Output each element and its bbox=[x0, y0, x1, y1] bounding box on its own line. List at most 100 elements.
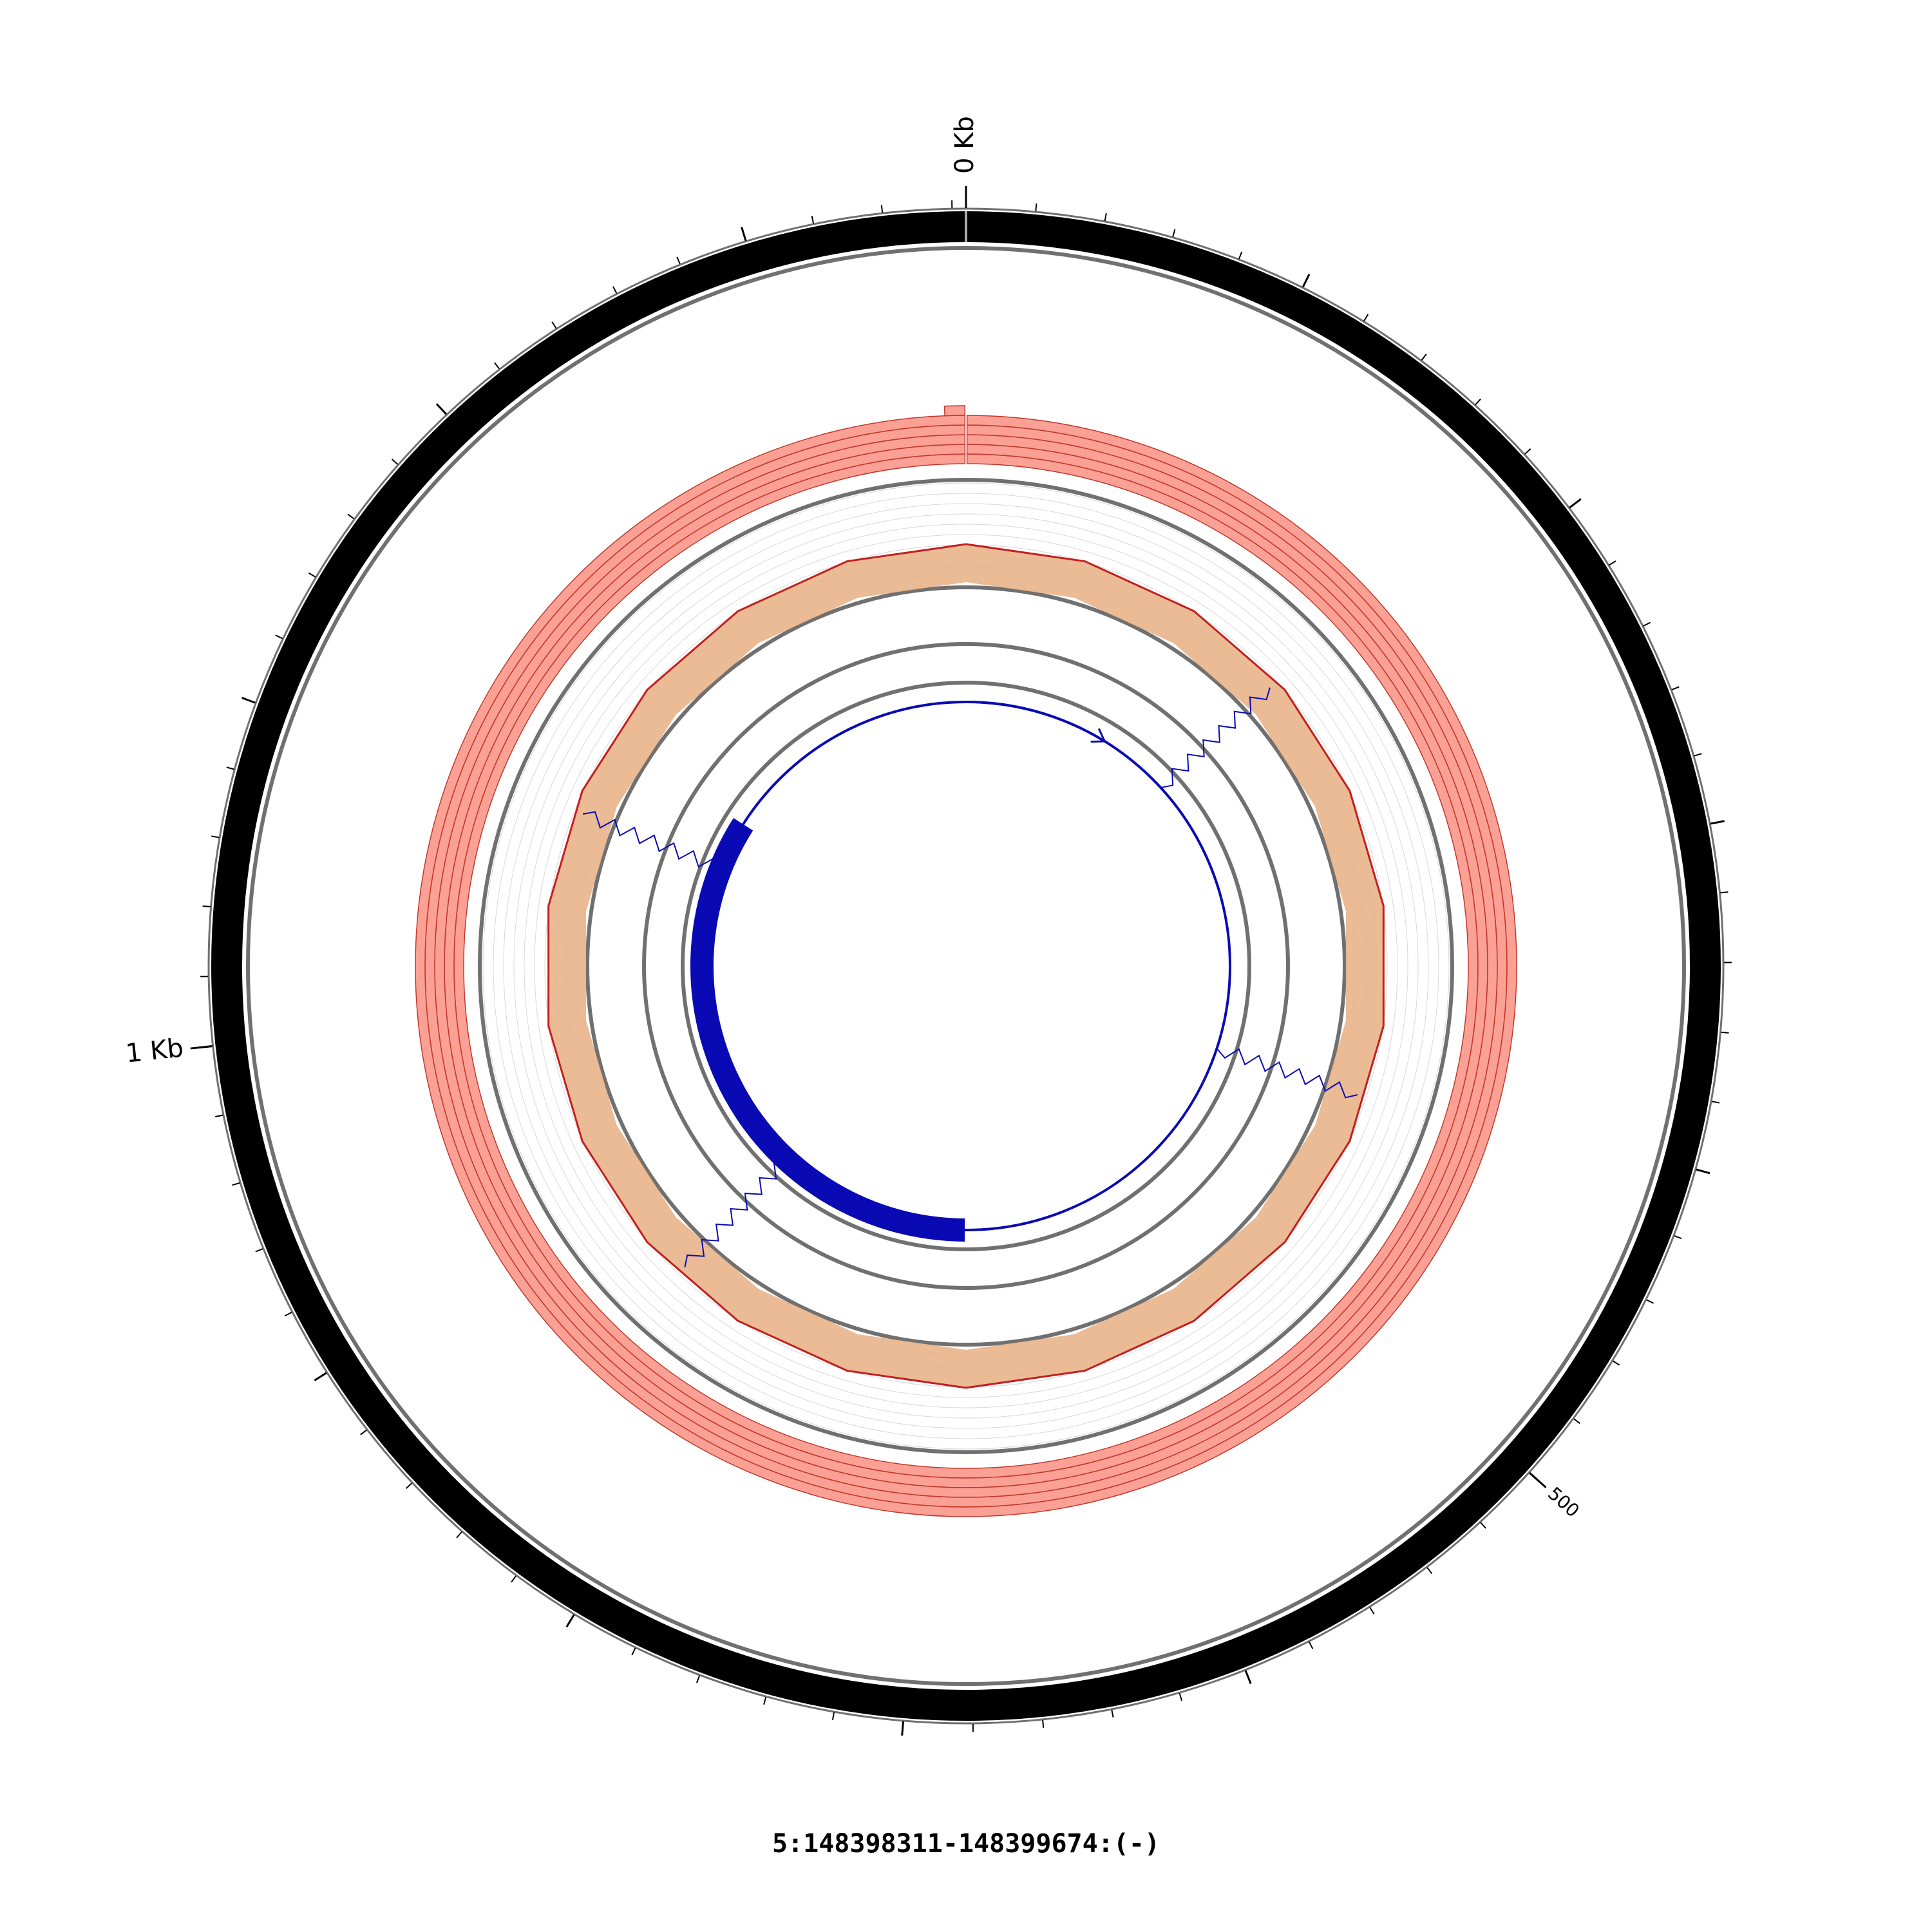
ideogram-inner-gap bbox=[243, 243, 1689, 1689]
minor-tick bbox=[612, 286, 618, 294]
minor-tick bbox=[763, 1696, 767, 1705]
label-tick bbox=[190, 1045, 213, 1050]
major-tick bbox=[1244, 1670, 1252, 1685]
grid-circle bbox=[513, 513, 1419, 1419]
ideogram-ticks bbox=[190, 186, 1732, 1736]
grid-circle bbox=[503, 503, 1429, 1429]
junction-marks bbox=[582, 687, 1358, 1268]
minor-tick bbox=[1421, 354, 1427, 361]
minor-tick bbox=[1426, 1567, 1433, 1575]
minor-tick bbox=[1524, 448, 1531, 455]
minor-tick bbox=[1711, 1101, 1720, 1104]
minor-tick bbox=[1694, 753, 1702, 757]
minor-tick bbox=[1309, 1641, 1314, 1649]
minor-tick bbox=[494, 362, 500, 370]
coverage-inner-ring bbox=[585, 585, 1347, 1347]
minor-tick bbox=[406, 1482, 413, 1489]
major-tick bbox=[741, 227, 747, 242]
read-stack-band bbox=[453, 453, 1479, 1479]
track-grid bbox=[478, 478, 1454, 1454]
minor-tick bbox=[1179, 1693, 1182, 1701]
read-stack-band bbox=[415, 415, 1517, 1517]
minor-tick bbox=[1363, 314, 1369, 321]
major-tick bbox=[1302, 274, 1311, 288]
minor-tick bbox=[1475, 398, 1481, 406]
minor-tick bbox=[1609, 560, 1616, 566]
minor-tick bbox=[1671, 686, 1680, 690]
minor-tick bbox=[676, 256, 681, 265]
ideogram-ring bbox=[207, 207, 1725, 1725]
minor-tick bbox=[211, 835, 220, 838]
minor-tick bbox=[456, 1531, 462, 1539]
minor-tick bbox=[1646, 1299, 1654, 1304]
strand-arrow bbox=[1090, 728, 1106, 743]
gene-exon-block bbox=[690, 818, 965, 1242]
gene-model-track bbox=[642, 642, 1290, 1290]
coverage-track bbox=[547, 543, 1385, 1389]
tick-label-500: 500 bbox=[1544, 1482, 1584, 1521]
minor-tick bbox=[631, 1647, 636, 1656]
major-tick bbox=[1710, 820, 1725, 825]
grid-circle bbox=[482, 482, 1450, 1450]
minor-tick bbox=[1238, 251, 1243, 260]
inner-ring-2 bbox=[681, 681, 1251, 1251]
minor-tick bbox=[255, 1248, 263, 1253]
junction-zigzag bbox=[1160, 687, 1271, 789]
label-0kb: 0 Kb bbox=[950, 116, 980, 174]
minor-tick bbox=[1369, 1607, 1375, 1615]
grid-circle bbox=[493, 493, 1439, 1439]
major-tick bbox=[1569, 498, 1582, 509]
minor-tick bbox=[811, 216, 815, 224]
major-tick bbox=[901, 1721, 905, 1736]
read-stack-step bbox=[943, 405, 966, 417]
grid-circle bbox=[524, 524, 1408, 1408]
minor-tick bbox=[1111, 1709, 1114, 1718]
minor-tick bbox=[1104, 213, 1107, 222]
major-tick bbox=[242, 697, 256, 704]
minor-tick bbox=[275, 634, 283, 639]
minor-tick bbox=[391, 459, 399, 465]
coverage-outline bbox=[547, 543, 1385, 1389]
minor-tick bbox=[551, 321, 557, 329]
minor-tick bbox=[1172, 229, 1176, 237]
minor-tick bbox=[831, 1712, 835, 1721]
region-label: 5:148398311-148399674:(-) bbox=[772, 1829, 1160, 1859]
read-stack-band bbox=[434, 434, 1498, 1498]
junction-zigzag bbox=[582, 811, 721, 869]
major-tick bbox=[314, 1372, 327, 1381]
major-tick bbox=[565, 1614, 575, 1627]
minor-tick bbox=[202, 905, 211, 907]
minor-tick bbox=[308, 572, 316, 578]
minor-tick bbox=[1674, 1235, 1682, 1240]
minor-tick bbox=[1480, 1522, 1486, 1529]
minor-tick bbox=[1573, 1418, 1581, 1425]
minor-tick bbox=[511, 1575, 516, 1583]
label-tick bbox=[1529, 1472, 1547, 1488]
read-stack-band bbox=[444, 444, 1488, 1488]
minor-tick bbox=[1613, 1360, 1620, 1366]
ideogram-outer-edge bbox=[207, 207, 1725, 1725]
minor-tick bbox=[360, 1429, 367, 1435]
coverage-outer-ring bbox=[478, 478, 1454, 1454]
junction-zigzag bbox=[1216, 1048, 1358, 1099]
minor-tick bbox=[226, 766, 234, 770]
minor-tick bbox=[1643, 621, 1651, 627]
strand-arrow bbox=[849, 1200, 865, 1217]
grid-circle bbox=[534, 534, 1398, 1398]
junction-zigzag bbox=[684, 1158, 786, 1268]
coverage-fill bbox=[548, 544, 1384, 1388]
minor-tick bbox=[347, 513, 355, 520]
minor-tick bbox=[1720, 891, 1728, 894]
read-stack-track bbox=[415, 405, 1517, 1517]
minor-tick bbox=[1721, 1031, 1729, 1034]
inner-ring-1 bbox=[642, 642, 1290, 1290]
label-1kb: 1 Kb bbox=[124, 1033, 185, 1068]
minor-tick bbox=[696, 1675, 701, 1683]
minor-tick bbox=[284, 1311, 292, 1317]
ideogram-inner-ring bbox=[246, 246, 1686, 1686]
major-tick bbox=[435, 403, 448, 415]
minor-tick bbox=[215, 1114, 223, 1117]
minor-tick bbox=[232, 1182, 240, 1186]
major-tick bbox=[1696, 1168, 1710, 1175]
